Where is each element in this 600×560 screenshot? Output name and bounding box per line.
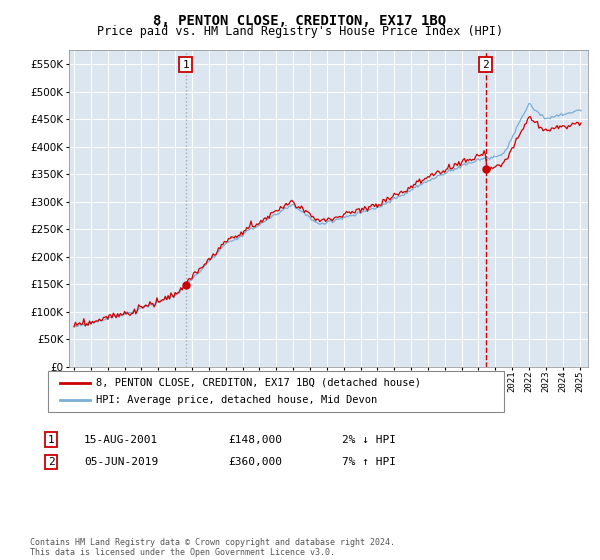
Text: 1: 1 <box>182 59 189 69</box>
Text: 7% ↑ HPI: 7% ↑ HPI <box>342 457 396 467</box>
Text: HPI: Average price, detached house, Mid Devon: HPI: Average price, detached house, Mid … <box>96 395 377 405</box>
Text: 15-AUG-2001: 15-AUG-2001 <box>84 435 158 445</box>
Text: Contains HM Land Registry data © Crown copyright and database right 2024.
This d: Contains HM Land Registry data © Crown c… <box>30 538 395 557</box>
Text: 05-JUN-2019: 05-JUN-2019 <box>84 457 158 467</box>
Text: £148,000: £148,000 <box>228 435 282 445</box>
Text: 2: 2 <box>47 457 55 467</box>
Text: 8, PENTON CLOSE, CREDITON, EX17 1BQ: 8, PENTON CLOSE, CREDITON, EX17 1BQ <box>154 14 446 28</box>
Text: Price paid vs. HM Land Registry's House Price Index (HPI): Price paid vs. HM Land Registry's House … <box>97 25 503 38</box>
Text: 2% ↓ HPI: 2% ↓ HPI <box>342 435 396 445</box>
Text: 1: 1 <box>47 435 55 445</box>
Text: £360,000: £360,000 <box>228 457 282 467</box>
Text: 2: 2 <box>482 59 489 69</box>
Text: 8, PENTON CLOSE, CREDITON, EX17 1BQ (detached house): 8, PENTON CLOSE, CREDITON, EX17 1BQ (det… <box>96 377 421 388</box>
